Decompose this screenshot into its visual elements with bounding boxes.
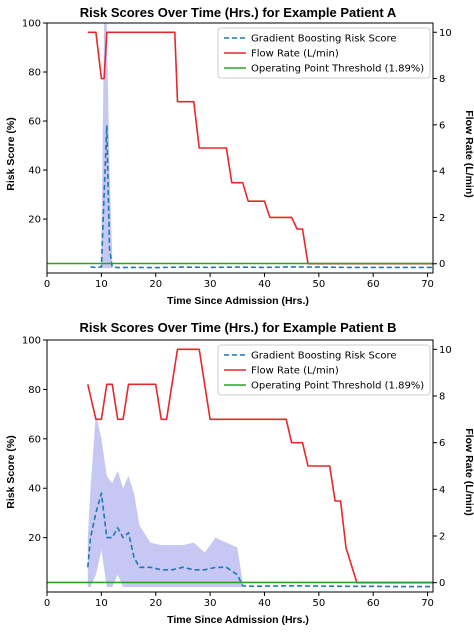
- x-axis-label: Time Since Admission (Hrs.): [167, 614, 309, 626]
- y-tick-label: 60: [28, 117, 41, 128]
- legend: Gradient Boosting Risk Score Flow Rate (L…: [217, 344, 431, 396]
- y-tick-label: 40: [28, 166, 41, 177]
- y-axis-label: Risk Score (%): [5, 117, 17, 191]
- legend-label: Operating Point Threshold (1.89%): [251, 64, 424, 75]
- chart-title: Risk Scores Over Time (Hrs.) for Example…: [80, 5, 397, 20]
- risk-score-line: [90, 125, 433, 269]
- x-tick-label: 60: [367, 598, 380, 609]
- y-right-tick-label: 8: [439, 392, 445, 403]
- plot-marks: [47, 348, 433, 588]
- y-right-tick-label: 0: [439, 578, 445, 589]
- y-right-tick-label: 6: [439, 120, 445, 131]
- x-tick-label: 0: [44, 598, 50, 609]
- y-tick-label: 100: [22, 19, 41, 30]
- y-right-tick-label: 4: [439, 485, 445, 496]
- y-right-tick-label: 2: [439, 213, 445, 224]
- y-tick-label: 60: [28, 434, 41, 445]
- chart-panel-b: Risk Scores Over Time (Hrs.) for Example…: [5, 320, 474, 626]
- y-tick-label: 40: [28, 484, 41, 495]
- x-tick-label: 50: [312, 279, 325, 290]
- y-tick-label: 100: [22, 336, 41, 347]
- y-axis-right-label: Flow Rate (L/min): [463, 428, 474, 516]
- x-tick-label: 20: [149, 279, 162, 290]
- plot-area: 0 10 20 30 40 50 60 70 20 40 60 80 100 0 2 4 6 8 10 Gradien…: [22, 19, 452, 291]
- legend-box: [217, 27, 431, 79]
- legend: Gradient Boosting Risk Score Flow Rate (L…: [217, 27, 431, 79]
- x-tick-label: 70: [421, 598, 434, 609]
- flow-rate-line: [87, 31, 433, 265]
- legend-label: Flow Rate (L/min): [251, 49, 339, 60]
- x-tick-label: 20: [149, 598, 162, 609]
- x-tick-label: 10: [95, 598, 108, 609]
- plot-area: 0 10 20 30 40 50 60 70 20 40 60 80 100 0 2 4 6 8 10 Gradien…: [22, 336, 452, 610]
- plot-marks: [47, 23, 433, 269]
- x-tick-label: 50: [312, 598, 325, 609]
- plot-frame: [46, 339, 434, 593]
- x-tick-label: 30: [204, 279, 217, 290]
- legend-label: Gradient Boosting Risk Score: [251, 351, 397, 362]
- plot-frame: [46, 22, 434, 274]
- y-tick-label: 80: [28, 68, 41, 79]
- y-axis-right-label: Flow Rate (L/min): [463, 110, 474, 198]
- y-right-tick-label: 10: [439, 345, 452, 356]
- y-right-tick-label: 0: [439, 259, 445, 270]
- chart-panel-a: Risk Scores Over Time (Hrs.) for Example…: [5, 5, 474, 307]
- y-right-tick-label: 4: [439, 167, 445, 178]
- y-tick-label: 20: [28, 215, 41, 226]
- x-tick-label: 10: [95, 279, 108, 290]
- y-right-tick-label: 2: [439, 532, 445, 543]
- x-axis-label: Time Since Admission (Hrs.): [167, 295, 309, 307]
- x-tick-label: 40: [258, 279, 271, 290]
- confidence-band: [87, 414, 243, 588]
- legend-label: Operating Point Threshold (1.89%): [251, 381, 424, 392]
- y-axis-label: Risk Score (%): [5, 435, 17, 509]
- legend-box: [217, 344, 431, 396]
- y-tick-label: 20: [28, 533, 41, 544]
- legend-label: Flow Rate (L/min): [251, 366, 339, 377]
- y-right-tick-label: 8: [439, 74, 445, 85]
- x-tick-label: 60: [367, 279, 380, 290]
- risk-score-line: [87, 492, 433, 588]
- x-tick-label: 70: [421, 279, 434, 290]
- flow-rate-line: [87, 348, 433, 584]
- legend-label: Gradient Boosting Risk Score: [251, 34, 397, 45]
- y-tick-label: 80: [28, 385, 41, 396]
- chart-title: Risk Scores Over Time (Hrs.) for Example…: [80, 320, 397, 335]
- x-tick-label: 30: [204, 598, 217, 609]
- x-tick-label: 0: [44, 279, 50, 290]
- x-tick-label: 40: [258, 598, 271, 609]
- y-right-tick-label: 10: [439, 28, 452, 39]
- y-right-tick-label: 6: [439, 438, 445, 449]
